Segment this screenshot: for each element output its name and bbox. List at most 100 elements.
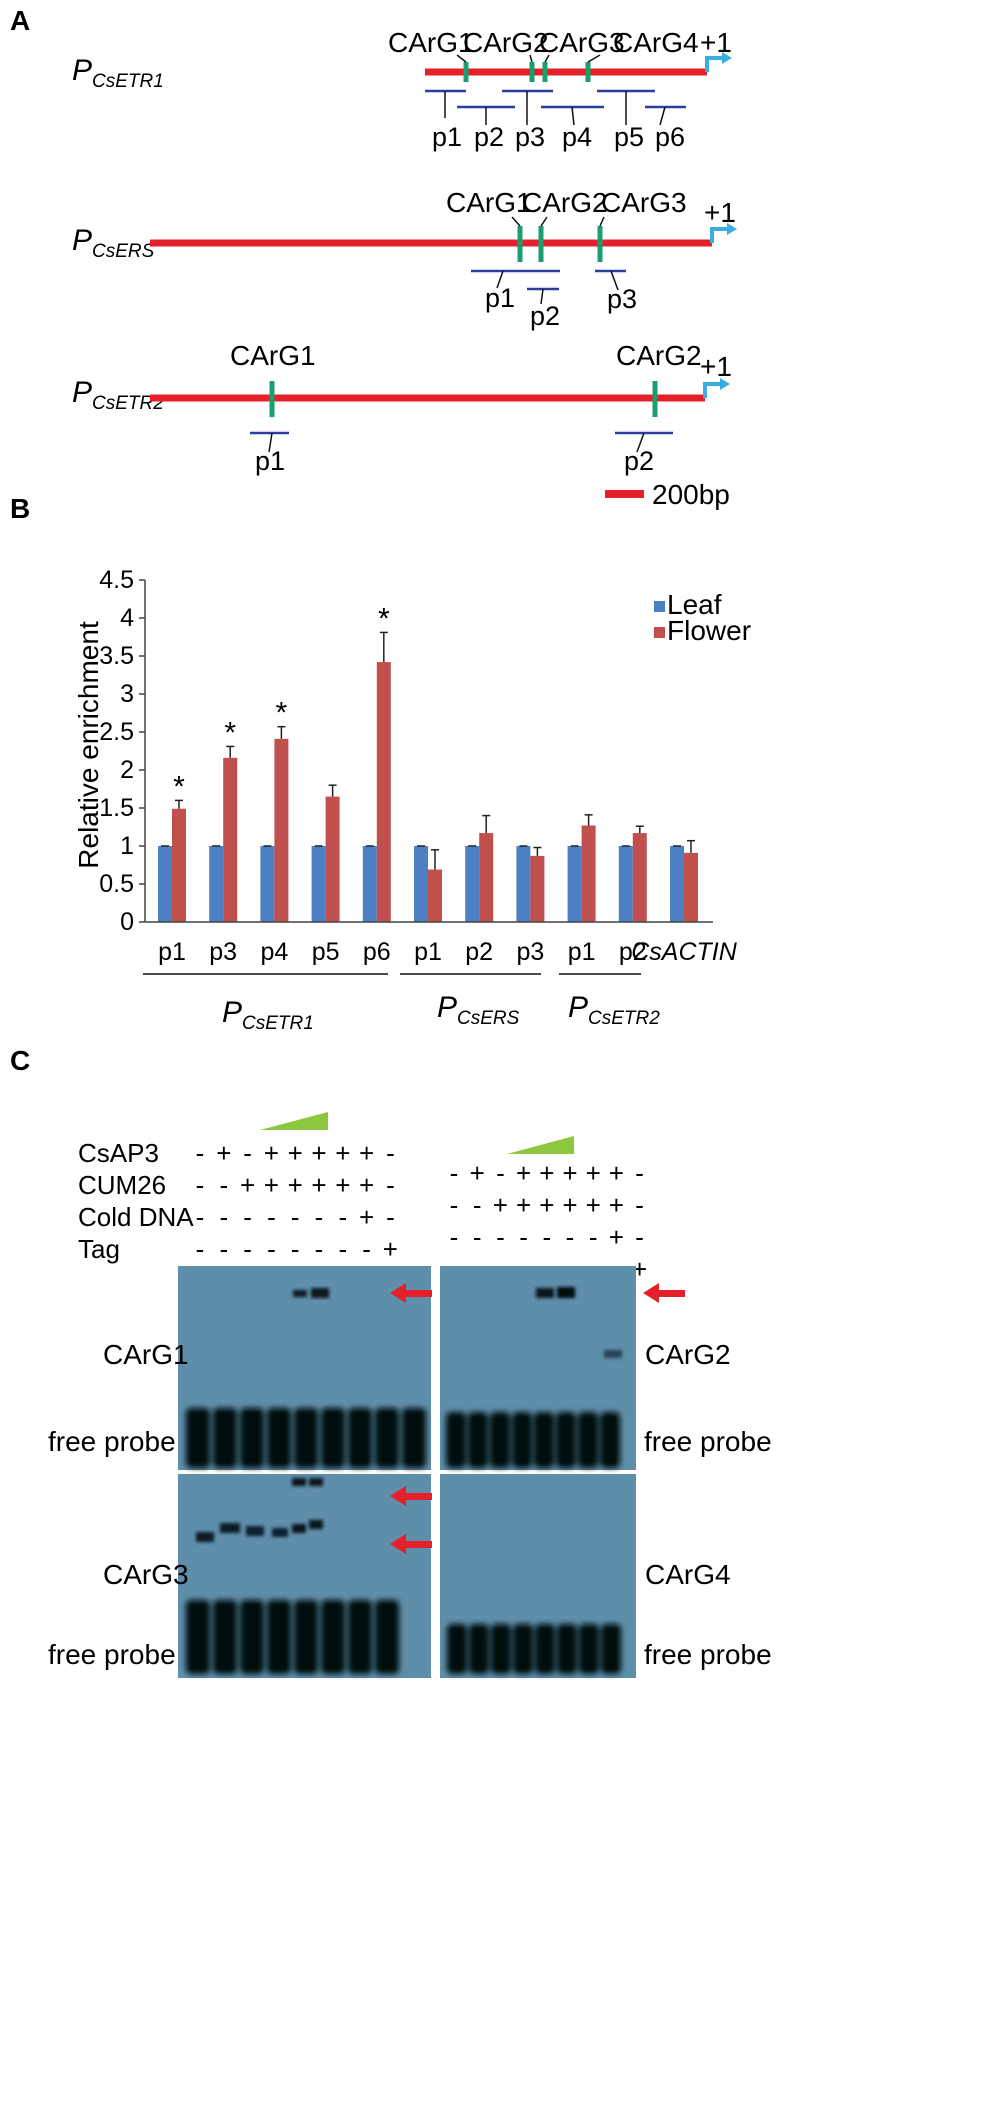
panel-a-letter: A (10, 5, 30, 36)
bar-leaf (516, 846, 531, 922)
free-probe-bands (186, 1408, 426, 1468)
fragment-label: p5 (614, 122, 644, 152)
panel-a: A PCsETR1 +1 CArG1 CArG2 CArG3 CArG4 (10, 5, 737, 510)
y-tick-label: 4.5 (99, 566, 134, 594)
shifted-bands (536, 1287, 622, 1358)
condition-sign: - (315, 1202, 324, 1232)
bar-flower (223, 757, 238, 922)
condition-sign: - (362, 1234, 371, 1264)
carg-label: CArG2 (463, 27, 549, 58)
condition-sign: - (291, 1234, 300, 1264)
shift-arrow (390, 1534, 432, 1554)
condition-sign: - (291, 1202, 300, 1232)
bar-leaf (260, 846, 275, 922)
condition-sign: + (264, 1138, 279, 1168)
bars: * * * * (158, 602, 698, 922)
carg-leader (544, 54, 550, 63)
significance-mark: * (276, 697, 288, 730)
condition-sign: - (386, 1202, 395, 1232)
condition-sign: - (338, 1202, 347, 1232)
promoter-csetr1-main: P (72, 54, 92, 87)
condition-sign: - (450, 1158, 459, 1188)
condition-sign: - (473, 1190, 482, 1220)
promoter-csetr2-main: P (72, 376, 92, 409)
fragment-leader (540, 288, 544, 305)
x-tick-label: p5 (312, 938, 340, 966)
condition-sign: - (635, 1222, 644, 1252)
promoter-csetr2-start-label: +1 (700, 351, 732, 382)
bar-leaf (158, 846, 172, 922)
condition-sign: + (586, 1158, 601, 1188)
condition-sign: + (516, 1190, 531, 1220)
condition-sign: - (267, 1202, 276, 1232)
condition-matrix-left: - + - + + + + + -- - + + + + + + -- - - - - - - + -- - - - - - - - + (196, 1138, 398, 1264)
carg-label: CArG2 (522, 187, 608, 218)
group-sub: CsERS (457, 1008, 520, 1029)
condition-sign: + (311, 1170, 326, 1200)
gel-label: CArG2 (645, 1339, 731, 1370)
y-tick-label: 0.5 (99, 870, 134, 898)
significance-mark: * (224, 716, 236, 749)
group-main: P (437, 991, 457, 1024)
shift-arrow (643, 1283, 685, 1303)
group-label-csetr1: PCsETR1 (222, 996, 314, 1034)
row-label-cold-dna: Cold DNA (78, 1202, 194, 1232)
condition-sign: - (635, 1190, 644, 1220)
x-tick-label: p1 (158, 938, 186, 966)
condition-sign: + (359, 1170, 374, 1200)
bar-flower (325, 796, 340, 922)
condition-sign: - (267, 1234, 276, 1264)
carg-label: CArG3 (539, 27, 625, 58)
panel-c: C CsAP3 CUM26 Cold DNA Tag - + - + + + + + -- - + +… (10, 1045, 772, 1678)
shifted-bands (196, 1478, 323, 1542)
bar-leaf (670, 846, 684, 922)
condition-sign: + (216, 1138, 231, 1168)
fragment-leader (659, 106, 666, 126)
condition-sign: + (609, 1190, 624, 1220)
free-probe-label: free probe (644, 1426, 772, 1457)
free-probe-bands (186, 1600, 399, 1674)
bar-flower (581, 825, 596, 922)
fragment-leader (496, 270, 504, 289)
condition-sign: - (386, 1138, 395, 1168)
y-tick-label: 2.5 (99, 718, 134, 746)
condition-sign: + (288, 1138, 303, 1168)
condition-sign: + (539, 1190, 554, 1220)
promoter-csetr2-tss-arrow (703, 382, 720, 398)
condition-sign: - (519, 1222, 528, 1252)
condition-sign: + (586, 1190, 601, 1220)
condition-sign: - (243, 1138, 252, 1168)
condition-matrix-right: -+-+++++---++++++--------+---------+ (450, 1158, 648, 1284)
condition-sign: - (496, 1222, 505, 1252)
y-tick-label: 3 (120, 680, 134, 708)
panel-b-letter: B (10, 493, 30, 524)
group-main: P (568, 991, 588, 1024)
condition-sign: - (450, 1222, 459, 1252)
promoter-csetr1-tss-arrow (705, 56, 722, 72)
legend-label-leaf: Leaf (667, 589, 722, 620)
condition-sign: - (473, 1222, 482, 1252)
bar-flower (479, 833, 494, 922)
free-probe-bands (447, 1624, 621, 1674)
bar-leaf (618, 846, 633, 922)
condition-sign: - (219, 1202, 228, 1232)
condition-sign: + (359, 1202, 374, 1232)
legend: Leaf Flower (654, 589, 751, 646)
condition-sign: - (196, 1202, 205, 1232)
fragment-label: p6 (655, 122, 685, 152)
bar-leaf (209, 846, 224, 922)
carg-leader (540, 216, 548, 227)
condition-sign: - (338, 1234, 347, 1264)
carg-leader (599, 216, 605, 227)
gel-carg2: CArG2 free probe (440, 1266, 772, 1470)
condition-sign: + (240, 1170, 255, 1200)
bar-chart: 0 0.5 1 1.5 2 2.5 3 3.5 4 4.5 * * * * p1 p3 p4 p5 p6 p1 p2… (99, 566, 737, 966)
y-axis-ticks: 0 0.5 1 1.5 2 2.5 3 3.5 4 4.5 (99, 566, 145, 936)
bar-flower (428, 869, 442, 922)
fragment-label: p1 (485, 283, 515, 313)
condition-sign: + (264, 1170, 279, 1200)
promoter-csetr1-name: PCsETR1 (72, 54, 164, 92)
x-tick-label: p2 (465, 938, 493, 966)
carg-label: CArG1 (230, 340, 316, 371)
